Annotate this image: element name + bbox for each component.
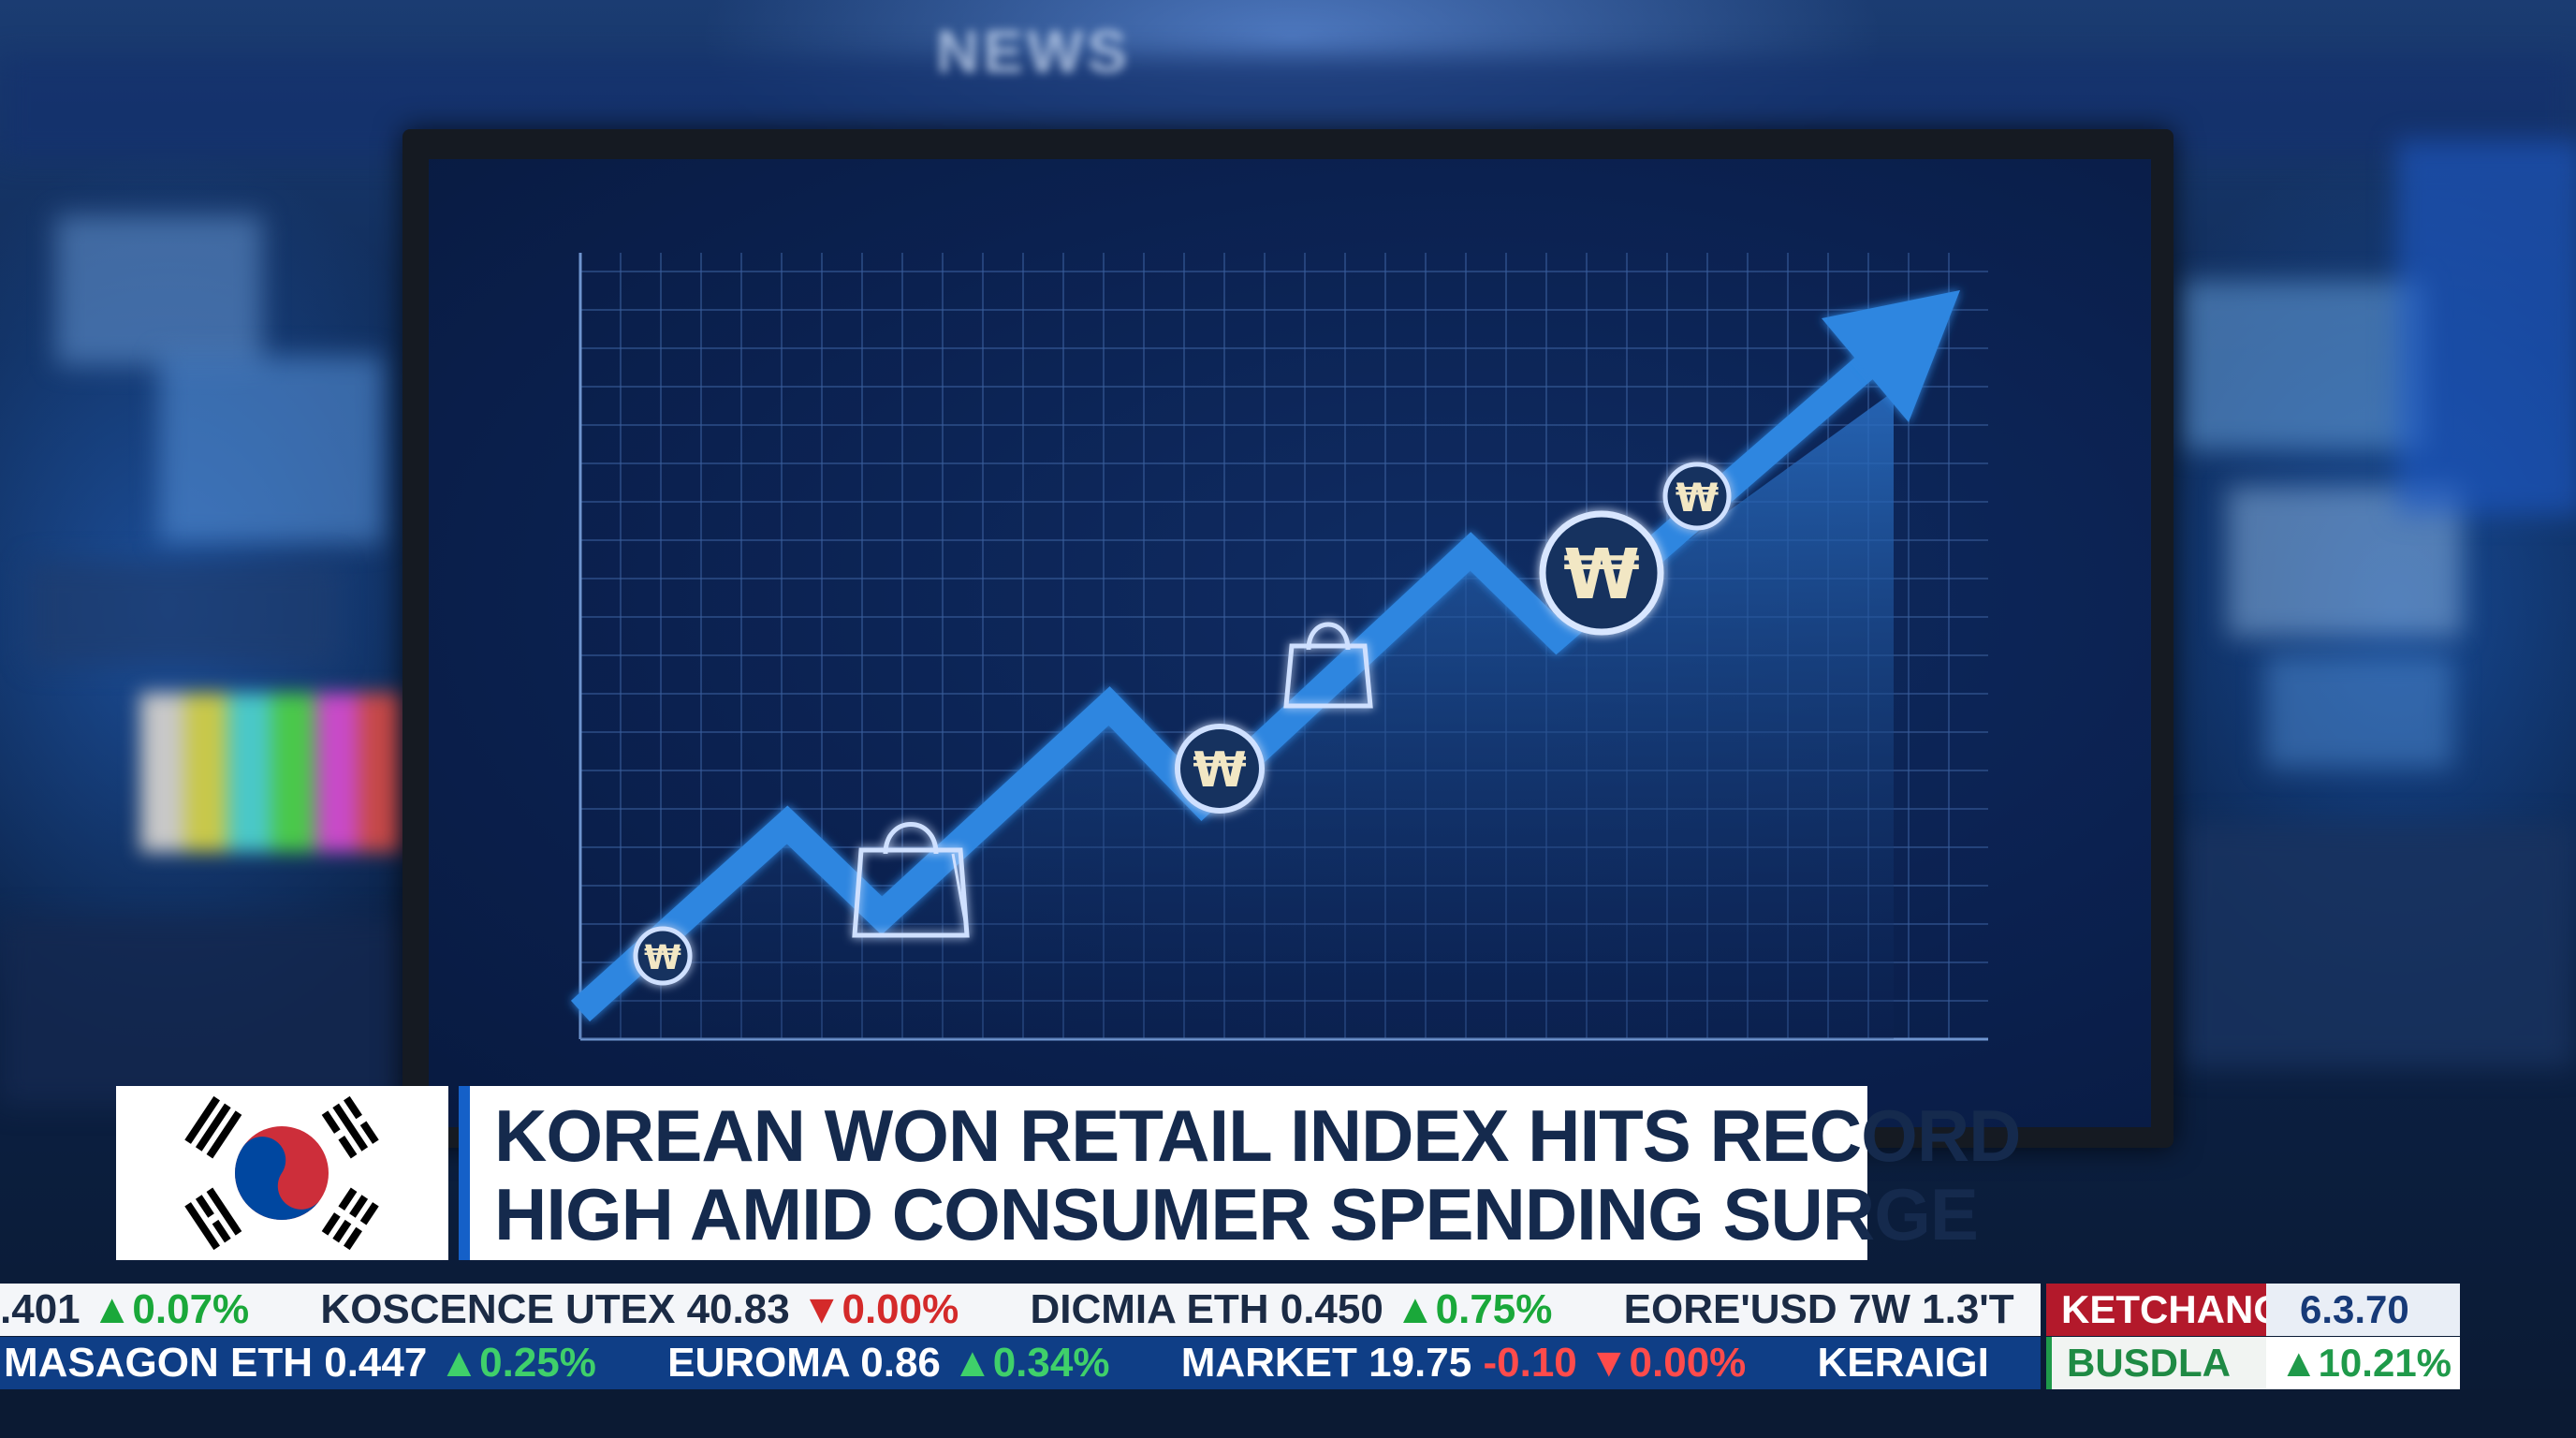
side-value-bottom: ▲10.21%	[2266, 1337, 2460, 1389]
headline-box: KOREAN WON RETAIL INDEX HITS RECORD HIGH…	[459, 1086, 2021, 1260]
won-coin-icon: ₩	[1662, 462, 1732, 531]
won-coin-icon: ₩	[633, 926, 693, 986]
ticker-item: KERAIGI	[1817, 1340, 1989, 1386]
trend-line	[570, 335, 1898, 1022]
ticker-item: EORE'USD 7W 1.3'T	[1623, 1286, 2014, 1332]
ticker-top-row: .401 ▲0.07% KOSCENCE UTEX 40.83 ▼0.00% D…	[0, 1284, 2041, 1336]
color-bars	[140, 693, 403, 852]
side-value-top: 6.3.70	[2266, 1284, 2460, 1336]
ticker-item: KOSCENCE UTEX 40.83 ▼0.00%	[320, 1286, 959, 1332]
side-label-bottom: BUSDLA	[2046, 1337, 2266, 1389]
headline-line-1: KOREAN WON RETAIL INDEX HITS RECORD	[494, 1094, 2021, 1177]
headline-line-2: HIGH AMID CONSUMER SPENDING SURGE	[494, 1173, 1979, 1255]
growth-chart: ₩ ₩ ₩ ₩	[570, 253, 1988, 1041]
shopping-bag-icon	[852, 822, 970, 938]
ticker-bottom-row: MASAGON ETH 0.447 ▲0.25% EUROMA 0.86 ▲0.…	[0, 1337, 2041, 1389]
ticker-item: DICMIA ETH 0.450 ▲0.75%	[1030, 1286, 1553, 1332]
trend-arrow-head	[1822, 290, 1960, 422]
south-korea-flag	[116, 1086, 448, 1260]
bottom-band	[0, 1389, 2576, 1438]
svg-text:₩: ₩	[1676, 475, 1719, 521]
ticker-item: .401 ▲0.07%	[0, 1286, 250, 1332]
studio-monitor: ₩ ₩ ₩ ₩	[402, 129, 2174, 1148]
side-label-top: KETCHANGE	[2046, 1284, 2310, 1336]
won-coin-icon: ₩	[1175, 724, 1265, 814]
studio-sign: NEWS	[936, 18, 1131, 85]
flag-icon	[184, 1095, 379, 1251]
ticker-item: EUROMA 0.86 ▲0.34%	[667, 1340, 1110, 1386]
svg-text:₩: ₩	[644, 939, 681, 977]
won-coin-icon: ₩	[1539, 510, 1664, 636]
svg-text:₩: ₩	[1563, 535, 1640, 615]
area-fill	[580, 391, 1894, 1039]
shopping-bag-icon	[1283, 622, 1373, 709]
ticker-item: MASAGON ETH 0.447 ▲0.25%	[4, 1340, 596, 1386]
svg-text:₩: ₩	[1193, 742, 1246, 799]
monitor-screen: ₩ ₩ ₩ ₩	[429, 159, 2151, 1127]
ticker-item: MARKET 19.75 -0.10 ▼0.00%	[1180, 1340, 1747, 1386]
market-side-panel: KETCHANGE 6.3.70 BUSDLA ▲10.21%	[2046, 1284, 2460, 1389]
